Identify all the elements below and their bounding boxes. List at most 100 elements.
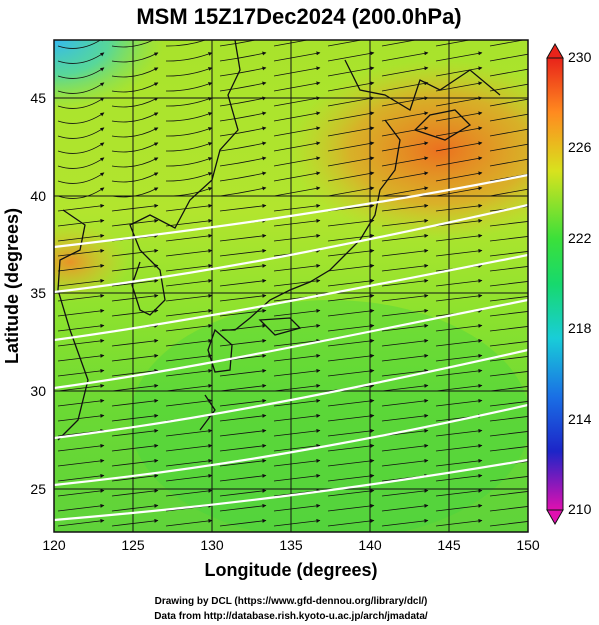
map-title: MSM 15Z17Dec2024 (200.0hPa) xyxy=(136,4,461,29)
wind-arrow xyxy=(489,40,526,47)
wind-arrow xyxy=(273,263,321,272)
wind-arrow xyxy=(57,127,105,139)
wind-arrow xyxy=(165,112,213,122)
cool-region-south xyxy=(130,300,528,532)
warm-region-northeast xyxy=(290,60,528,240)
wind-arrow xyxy=(111,97,159,108)
wind-arrow xyxy=(219,383,267,392)
wind-arrow xyxy=(57,52,105,64)
wind-arrow xyxy=(273,308,321,317)
wind-arrow xyxy=(435,518,483,527)
wind-arrow xyxy=(57,278,105,287)
wind-arrow xyxy=(435,81,483,92)
wind-arrow xyxy=(327,171,375,182)
wind-arrow xyxy=(57,338,105,347)
wind-arrow xyxy=(219,398,267,407)
wind-arrow xyxy=(111,368,159,377)
wind-arrow xyxy=(273,156,321,167)
wind-arrow xyxy=(165,293,213,302)
wind-arrow xyxy=(327,473,375,482)
wind-arrow xyxy=(327,323,375,332)
wind-arrow xyxy=(489,113,528,122)
x-tick-label: 130 xyxy=(200,537,224,553)
wind-arrow xyxy=(327,233,375,242)
coast-sakhalin xyxy=(344,59,501,111)
wind-arrow xyxy=(57,233,105,242)
wind-arrow xyxy=(327,278,375,287)
wind-arrow xyxy=(489,143,528,152)
coast-china-east xyxy=(57,209,89,441)
wind-arrow xyxy=(381,171,429,182)
wind-arrow xyxy=(219,368,267,377)
x-tick-label: 120 xyxy=(42,537,66,553)
wind-arrow xyxy=(57,67,105,79)
wind-arrow xyxy=(219,233,267,242)
wind-arrow xyxy=(435,398,483,407)
wind-arrow xyxy=(381,233,429,242)
wind-arrow xyxy=(489,446,528,452)
wind-arrow xyxy=(165,323,213,332)
wind-arrow xyxy=(219,263,267,272)
wind-arrow xyxy=(327,81,375,92)
wind-arrow xyxy=(435,111,483,122)
wind-arrow xyxy=(435,51,483,62)
wind-arrow xyxy=(165,353,213,362)
wind-arrow xyxy=(435,141,483,152)
wind-arrow xyxy=(435,233,483,242)
wind-arrow xyxy=(381,293,429,302)
wind-arrow xyxy=(273,443,321,452)
wind-arrow xyxy=(165,383,213,392)
x-tick-label: 140 xyxy=(358,537,382,553)
wind-vectors xyxy=(57,40,528,541)
coast-korea xyxy=(131,259,166,316)
wind-arrow xyxy=(165,172,213,182)
wind-arrow xyxy=(273,218,321,227)
wind-arrow xyxy=(57,82,105,94)
colorbar-top-arrow xyxy=(546,42,564,59)
wind-arrow xyxy=(381,186,429,197)
wind-arrow xyxy=(489,236,528,242)
wind-arrow xyxy=(435,368,483,377)
wind-arrow xyxy=(57,203,105,212)
wind-arrow xyxy=(273,96,321,107)
wind-arrow xyxy=(57,383,105,392)
x-tick-label: 145 xyxy=(437,537,461,553)
wind-arrow xyxy=(273,111,321,122)
wind-arrow xyxy=(489,431,528,437)
wind-arrow xyxy=(327,443,375,452)
wind-arrow xyxy=(327,308,375,317)
wind-arrow xyxy=(219,203,267,212)
wind-arrow xyxy=(111,218,159,227)
colorbar-tick: 230 xyxy=(568,49,592,65)
x-axis-label: Longitude (degrees) xyxy=(204,560,377,580)
wind-arrow xyxy=(381,353,429,362)
wind-arrow xyxy=(273,233,321,242)
wind-arrow xyxy=(489,401,528,407)
height-contours xyxy=(54,173,528,522)
colorbar-scale xyxy=(546,57,564,511)
wind-arrow xyxy=(219,338,267,347)
wind-arrow xyxy=(57,398,105,407)
wind-arrow xyxy=(111,157,159,168)
wind-arrow xyxy=(165,127,213,137)
wind-arrow xyxy=(435,66,483,77)
wind-arrow xyxy=(111,142,159,153)
wind-arrow xyxy=(111,458,159,467)
wind-arrow xyxy=(489,371,528,377)
wind-arrow xyxy=(165,142,213,152)
wind-arrow xyxy=(111,172,159,183)
wind-arrow xyxy=(111,248,159,257)
y-tick-label: 45 xyxy=(30,90,46,106)
wind-arrow xyxy=(435,293,483,302)
wind-arrow xyxy=(57,308,105,317)
wind-arrow xyxy=(219,40,267,47)
wind-arrow xyxy=(111,263,159,272)
wind-arrow xyxy=(381,383,429,392)
wind-arrow xyxy=(165,82,213,92)
wind-arrow xyxy=(111,413,159,422)
wind-arrow xyxy=(327,338,375,347)
wind-arrow xyxy=(220,535,266,541)
wind-arrow xyxy=(165,157,213,167)
wind-arrow xyxy=(381,126,429,137)
wind-arrow xyxy=(111,67,159,78)
